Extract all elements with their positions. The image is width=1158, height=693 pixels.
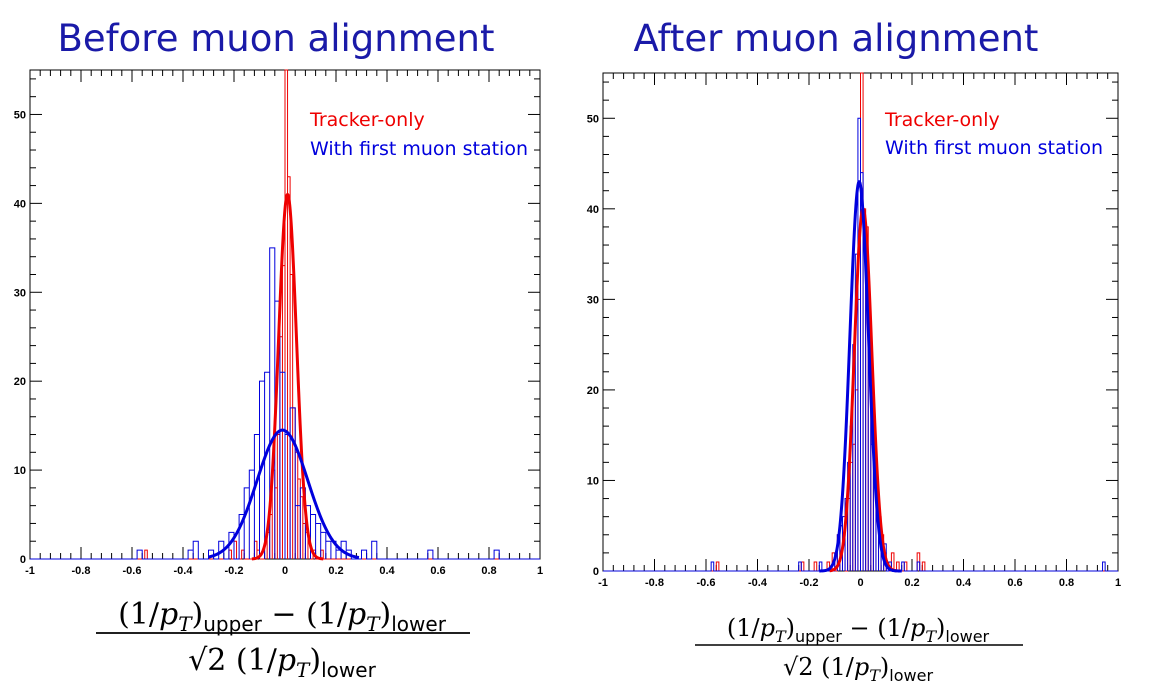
x-tick-label: 1 — [1115, 577, 1121, 589]
x-tick-label: -0.2 — [225, 565, 244, 577]
legend-entry-tracker-only: Tracker-only — [884, 109, 1000, 131]
xaxis-label-before: (1/pT)upper − (1/pT)lower √2 (1/pT)lower — [96, 597, 470, 682]
y-tick-label: 50 — [587, 113, 599, 125]
y-tick-label: 10 — [587, 475, 599, 487]
x-tick-label: -0.8 — [72, 565, 91, 577]
x-tick-label: -1 — [598, 577, 608, 589]
chart-title-after: After muon alignment — [634, 17, 1039, 60]
y-tick-label: 30 — [14, 287, 26, 299]
histogram-first-muon-station — [30, 247, 540, 560]
x-tick-label: -0.4 — [748, 577, 768, 589]
y-tick-label: 10 — [14, 465, 26, 477]
y-tick-label: 20 — [587, 385, 599, 397]
x-tick-label: 0.4 — [379, 565, 395, 577]
legend-entry-first-muon-station: With first muon station — [310, 138, 528, 160]
x-tick-label: -0.6 — [123, 565, 142, 577]
y-tick-label: 50 — [14, 109, 26, 121]
y-tick-label: 40 — [14, 198, 26, 210]
xaxis-label-denominator: √2 (1/pT)lower — [783, 653, 934, 685]
xaxis-label-numerator: (1/pT)upper − (1/pT)lower — [727, 614, 990, 646]
y-tick-label: 20 — [14, 376, 26, 388]
fit-curve-tracker-only — [251, 192, 324, 561]
x-tick-label: 0.2 — [328, 565, 343, 577]
legend-entry-tracker-only: Tracker-only — [309, 109, 425, 131]
x-tick-label: -0.8 — [645, 577, 664, 589]
xaxis-label-denominator: √2 (1/pT)lower — [188, 643, 376, 682]
x-tick-label: -0.4 — [174, 565, 194, 577]
x-tick-label: -0.6 — [697, 577, 716, 589]
x-tick-label: 0.6 — [1007, 577, 1022, 589]
fit-curve-first-muon-station — [208, 428, 360, 560]
xaxis-label-numerator: (1/pT)upper − (1/pT)lower — [118, 597, 447, 636]
x-tick-label: 0.8 — [481, 565, 496, 577]
x-tick-label: 0 — [857, 577, 863, 589]
x-tick-label: 0.6 — [430, 565, 445, 577]
plot-panel-after: -1 -0.8 -0.6 -0.4 -0.2 0 0.2 0.4 0.6 0.8 101020304… — [587, 72, 1121, 589]
y-tick-label: 0 — [593, 566, 599, 578]
x-tick-label: 0 — [282, 565, 288, 577]
xaxis-label-after: (1/pT)upper − (1/pT)lower √2 (1/pT)lower — [695, 614, 1023, 685]
x-tick-label: 0.2 — [904, 577, 919, 589]
fit-curve-first-muon-station — [819, 180, 902, 573]
chart-title-before: Before muon alignment — [57, 17, 494, 60]
y-tick-label: 40 — [587, 204, 599, 216]
x-tick-label: -0.2 — [800, 577, 819, 589]
x-tick-label: 1 — [537, 565, 543, 577]
y-tick-label: 30 — [587, 294, 599, 306]
x-tick-label: 0.8 — [1059, 577, 1074, 589]
y-tick-label: 0 — [20, 554, 26, 566]
x-tick-label: 0.4 — [956, 577, 972, 589]
plot-panel-before: -1 -0.8 -0.6 -0.4 -0.2 0 0.2 0.4 0.6 0.8 101020304… — [14, 69, 543, 577]
x-tick-label: -1 — [25, 565, 35, 577]
legend-entry-first-muon-station: With first muon station — [885, 137, 1103, 159]
